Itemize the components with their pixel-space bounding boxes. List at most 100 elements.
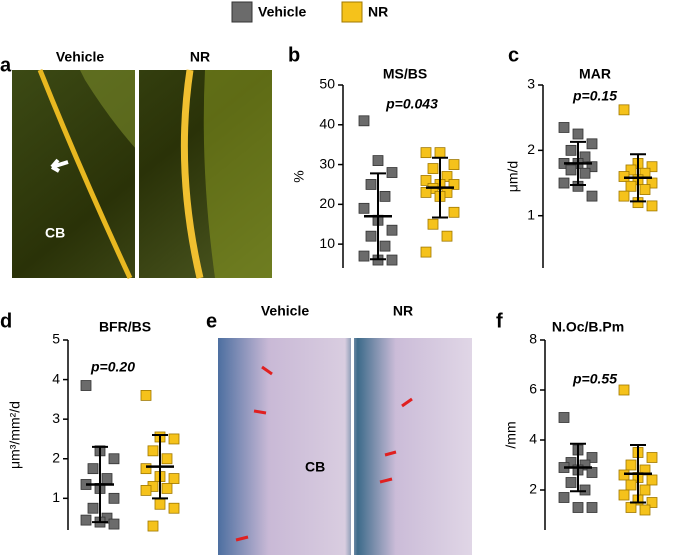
data-point	[420, 175, 432, 186]
y-tick-label: 1	[527, 206, 535, 222]
panel-letter: a	[0, 54, 12, 76]
data-point	[87, 463, 99, 475]
data-point	[639, 484, 651, 496]
y-tick-label: 10	[319, 235, 335, 251]
data-point	[101, 473, 113, 484]
chart-title: BFR/BS	[99, 319, 151, 335]
data-point	[420, 246, 432, 258]
panel-letter: e	[206, 310, 217, 332]
data-point	[639, 184, 651, 195]
data-point	[108, 518, 120, 530]
image-label: NR	[190, 49, 210, 65]
data-point	[572, 502, 584, 513]
data-point	[358, 115, 370, 127]
data-point	[646, 474, 658, 486]
y-axis-label: μm/d	[505, 161, 521, 192]
legend-label: Vehicle	[258, 4, 306, 20]
data-point	[108, 453, 120, 465]
y-tick-label: 2	[527, 141, 535, 157]
y-tick-label: 5	[52, 331, 60, 347]
data-point	[565, 164, 577, 176]
data-point	[448, 179, 460, 190]
data-point	[565, 477, 577, 488]
marrow	[80, 70, 137, 150]
legend-label: NR	[368, 4, 388, 20]
arrow	[50, 158, 69, 173]
image-annotation: CB	[305, 459, 325, 475]
data-point	[168, 473, 180, 484]
y-tick-label: 4	[52, 370, 60, 386]
data-point	[558, 177, 570, 189]
micrograph	[218, 338, 472, 555]
divider	[351, 338, 354, 555]
image-annotation: CB	[45, 225, 65, 241]
data-point	[618, 171, 630, 182]
annotation: p=0.043	[385, 96, 438, 112]
y-tick-label: 30	[319, 155, 335, 171]
data-point	[579, 167, 591, 179]
y-tick-label: 3	[52, 410, 60, 426]
data-point	[372, 155, 384, 166]
data-point	[625, 502, 637, 513]
data-point	[579, 484, 591, 496]
data-point	[87, 502, 99, 514]
data-point	[441, 171, 453, 182]
data-point	[558, 492, 570, 503]
data-point	[625, 180, 637, 192]
data-point	[448, 159, 460, 170]
data-point	[434, 147, 446, 159]
panel-letter: f	[496, 310, 503, 332]
chart-title: N.Oc/B.Pm	[552, 319, 624, 335]
data-point	[379, 190, 391, 202]
y-axis-label: /mm	[503, 421, 519, 448]
y-tick-label: 4	[529, 431, 537, 447]
data-point	[558, 412, 570, 423]
data-point	[618, 384, 630, 396]
data-point	[161, 483, 173, 494]
data-point	[625, 164, 637, 176]
y-tick-label: 40	[319, 115, 335, 131]
data-point	[639, 504, 651, 516]
data-point	[80, 380, 92, 391]
data-point	[618, 190, 630, 202]
data-point	[646, 452, 658, 463]
legend-swatch	[231, 1, 253, 23]
y-tick-label: 8	[529, 331, 537, 347]
annotation: p=0.55	[572, 371, 617, 387]
chart-title: MAR	[579, 66, 611, 82]
arrows	[235, 365, 413, 542]
data-point	[618, 104, 630, 116]
data-point	[558, 122, 570, 133]
chart-title: MS/BS	[383, 66, 427, 82]
data-point	[586, 502, 598, 513]
data-point	[80, 514, 92, 526]
data-point	[586, 161, 598, 173]
data-point	[618, 489, 630, 501]
data-point	[646, 200, 658, 212]
data-point	[441, 230, 453, 242]
data-point	[625, 459, 637, 471]
data-point	[427, 163, 439, 174]
y-tick-label: 50	[319, 76, 335, 92]
data-point	[365, 230, 377, 242]
panel-letter: c	[508, 44, 519, 66]
image-label: Vehicle	[261, 303, 309, 319]
y-tick-label: 20	[319, 195, 335, 211]
data-point	[572, 128, 584, 140]
annotation: p=0.15	[572, 88, 617, 104]
data-point	[386, 167, 398, 178]
data-point	[386, 224, 398, 236]
data-point	[168, 433, 180, 445]
y-tick-label: 1	[52, 489, 60, 505]
y-tick-label: 2	[52, 449, 60, 465]
data-point	[420, 147, 432, 159]
data-point	[147, 520, 159, 532]
y-axis-label: μm³/mm²/d	[7, 401, 23, 469]
data-point	[427, 218, 439, 230]
marrow	[203, 70, 272, 278]
data-point	[646, 161, 658, 173]
y-tick-label: 3	[527, 76, 535, 92]
image-label: Vehicle	[56, 49, 104, 65]
y-axis-label: %	[291, 170, 307, 182]
y-tick-label: 6	[529, 381, 537, 397]
